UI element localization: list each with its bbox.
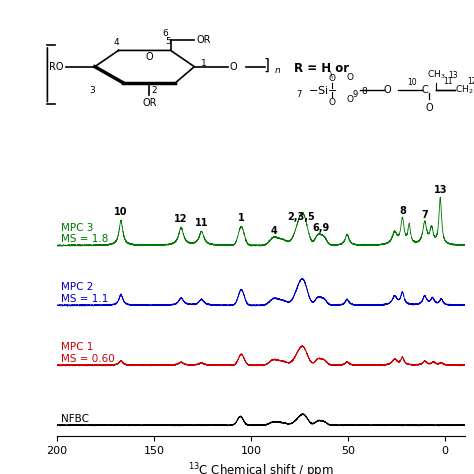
Text: O: O <box>346 73 353 82</box>
Text: 2,3,5: 2,3,5 <box>288 212 315 222</box>
Text: 12: 12 <box>467 77 474 86</box>
Text: MPC 1
MS = 0.60: MPC 1 MS = 0.60 <box>61 342 115 364</box>
Text: MPC 3
MS = 1.8: MPC 3 MS = 1.8 <box>61 222 108 244</box>
Text: n: n <box>275 66 281 75</box>
Text: OR: OR <box>142 98 156 108</box>
Text: 8: 8 <box>399 207 406 217</box>
Text: 1: 1 <box>238 213 245 223</box>
Text: $8$: $8$ <box>362 84 368 96</box>
Text: O: O <box>425 103 433 113</box>
X-axis label: $^{13}$C Chemical shift / ppm: $^{13}$C Chemical shift / ppm <box>188 461 334 474</box>
Text: NFBC: NFBC <box>61 414 89 424</box>
Text: ]: ] <box>263 58 269 73</box>
Text: 11: 11 <box>195 218 208 228</box>
Text: O: O <box>328 98 335 107</box>
Text: MPC 2
MS = 1.1: MPC 2 MS = 1.1 <box>61 283 108 304</box>
Text: 6: 6 <box>163 29 168 38</box>
Text: O: O <box>384 85 392 95</box>
Text: $-$Si$-$: $-$Si$-$ <box>308 84 337 96</box>
Text: R = H or: R = H or <box>294 62 349 75</box>
Text: 4: 4 <box>113 38 119 47</box>
Text: 4: 4 <box>271 226 278 236</box>
Text: 10: 10 <box>408 78 417 87</box>
Text: 12: 12 <box>174 214 188 224</box>
Text: 13: 13 <box>434 185 447 195</box>
Text: O: O <box>230 62 237 72</box>
Text: RO: RO <box>49 62 64 72</box>
Text: 6,9: 6,9 <box>312 223 329 233</box>
Text: OR: OR <box>197 35 211 45</box>
Text: 3: 3 <box>89 86 95 95</box>
Text: 13: 13 <box>448 71 457 80</box>
Text: CH$_2$: CH$_2$ <box>455 84 474 96</box>
Text: 9: 9 <box>353 90 358 99</box>
Text: 7: 7 <box>421 210 428 220</box>
Text: O: O <box>346 95 353 104</box>
Text: 11: 11 <box>443 77 453 86</box>
Text: O: O <box>328 74 335 83</box>
Text: 5: 5 <box>165 37 171 46</box>
Text: O: O <box>146 52 153 62</box>
Text: $\backslash$: $\backslash$ <box>329 69 334 80</box>
Text: 10: 10 <box>114 208 128 218</box>
Text: CH$_3$: CH$_3$ <box>427 69 446 81</box>
Text: C: C <box>422 85 428 95</box>
Text: 7: 7 <box>296 90 301 99</box>
Text: 2: 2 <box>152 86 157 95</box>
Text: 1: 1 <box>201 59 207 67</box>
